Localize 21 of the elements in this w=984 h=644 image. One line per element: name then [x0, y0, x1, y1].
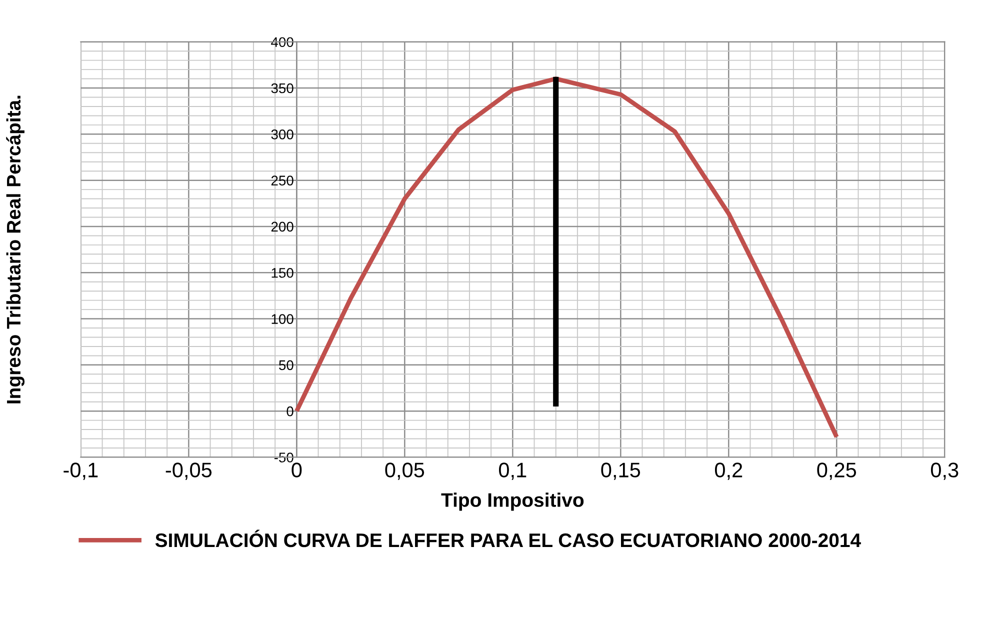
y-tick-label: 350 [271, 83, 294, 94]
x-tick-label: 0,15 [601, 462, 640, 480]
y-tick-label: 400 [271, 37, 294, 48]
line-series [294, 76, 839, 440]
y-tick-label: 150 [272, 268, 294, 278]
x-tick-label: 0,25 [817, 462, 856, 480]
x-tick-label: 0,3 [930, 462, 958, 480]
y-tick-label: 0 [286, 406, 294, 416]
x-tick-label: 0,1 [499, 462, 526, 480]
y-tick-label: 200 [271, 222, 294, 232]
legend-label: SIMULACIÓN CURVA DE LAFFER PARA EL CASO ECUATORIANO 2000-2014 [155, 530, 861, 548]
x-tick-label: -0,05 [166, 462, 212, 480]
x-tick-label: -0,1 [64, 462, 98, 480]
y-tick-label: 300 [271, 130, 294, 140]
x-axis-title: Tipo Impositivo [441, 492, 584, 511]
y-tick-label: 50 [279, 360, 294, 370]
x-tick-label: 0,05 [385, 462, 424, 480]
x-tick-label: 0,2 [714, 462, 742, 480]
y-axis-title: Ingreso Tributario Real Percápita. [6, 96, 25, 404]
y-tick-label: 100 [272, 314, 294, 324]
y-tick-label: 250 [271, 176, 294, 186]
